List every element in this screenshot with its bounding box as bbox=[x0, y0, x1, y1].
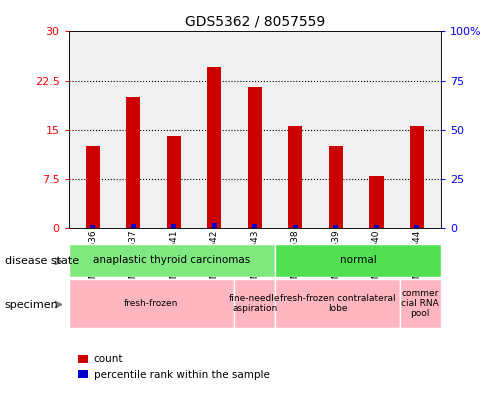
Bar bbox=[410, 127, 424, 228]
Bar bbox=[234, 279, 275, 328]
Bar bbox=[171, 224, 176, 228]
Bar bbox=[415, 225, 419, 228]
Text: fresh-frozen: fresh-frozen bbox=[124, 299, 178, 308]
Bar bbox=[275, 279, 400, 328]
Bar bbox=[400, 279, 441, 328]
Bar bbox=[369, 176, 384, 228]
Bar bbox=[167, 136, 181, 228]
Text: specimen: specimen bbox=[5, 299, 59, 310]
Bar bbox=[90, 225, 95, 228]
Text: anaplastic thyroid carcinomas: anaplastic thyroid carcinomas bbox=[94, 255, 251, 265]
Legend: count, percentile rank within the sample: count, percentile rank within the sample bbox=[74, 350, 273, 384]
Text: disease state: disease state bbox=[5, 256, 79, 266]
Text: normal: normal bbox=[340, 255, 377, 265]
Bar bbox=[252, 224, 257, 228]
Bar bbox=[275, 244, 441, 277]
Bar bbox=[126, 97, 140, 228]
Bar bbox=[131, 224, 136, 228]
Bar bbox=[333, 225, 339, 228]
Bar bbox=[69, 279, 234, 328]
Bar bbox=[293, 225, 298, 228]
Bar bbox=[207, 68, 221, 228]
Bar bbox=[288, 127, 302, 228]
Bar bbox=[248, 87, 262, 228]
Text: fresh-frozen contralateral
lobe: fresh-frozen contralateral lobe bbox=[280, 294, 395, 313]
Text: commer
cial RNA
pool: commer cial RNA pool bbox=[401, 289, 439, 318]
Title: GDS5362 / 8057559: GDS5362 / 8057559 bbox=[185, 15, 325, 29]
Bar bbox=[69, 244, 275, 277]
Bar bbox=[86, 146, 100, 228]
Text: fine-needle
aspiration: fine-needle aspiration bbox=[229, 294, 281, 313]
Bar bbox=[329, 146, 343, 228]
Bar bbox=[374, 225, 379, 228]
Bar bbox=[212, 223, 217, 228]
